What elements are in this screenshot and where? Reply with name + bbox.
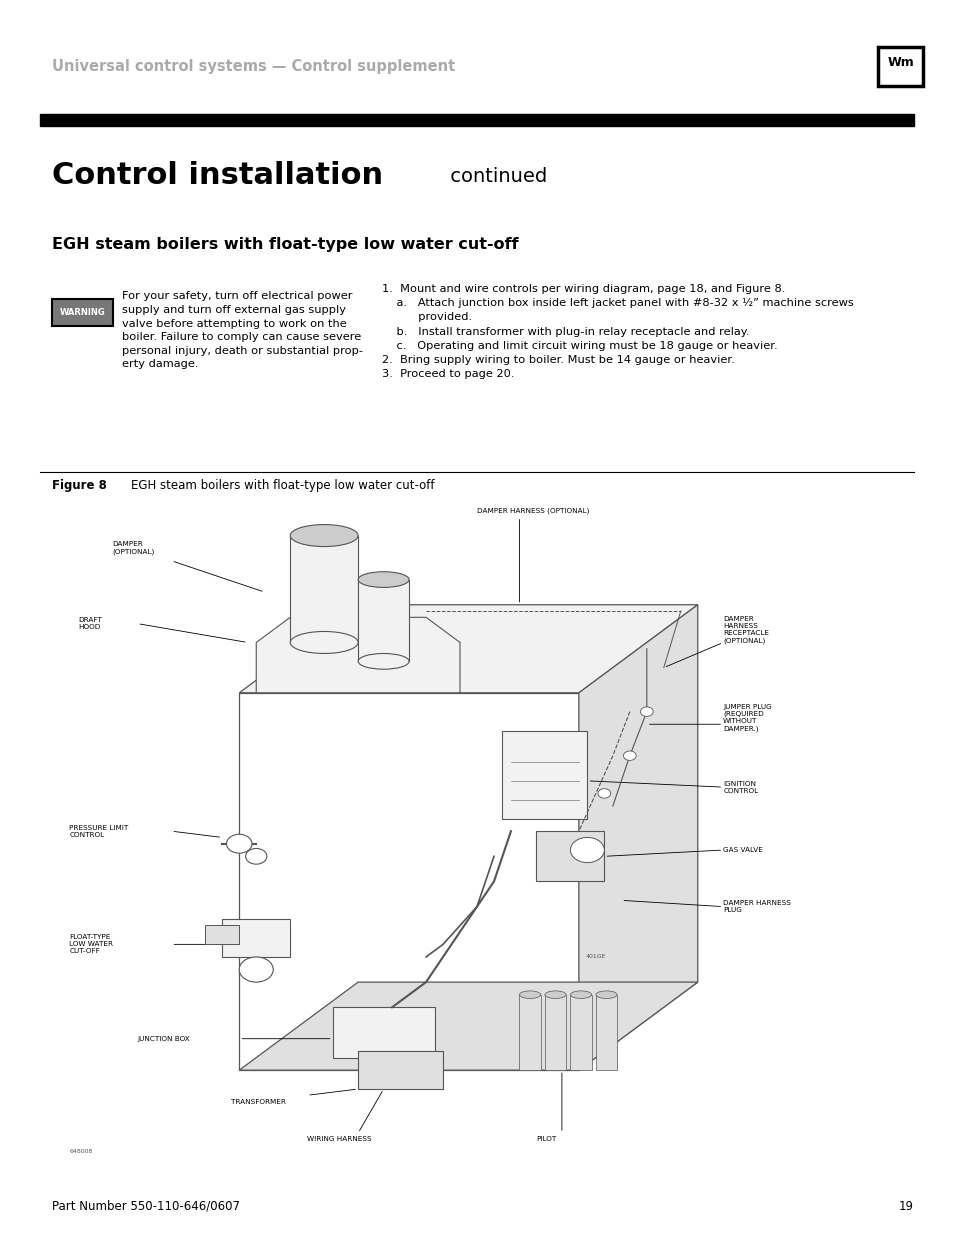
Text: EGH steam boilers with float-type low water cut-off: EGH steam boilers with float-type low wa… — [52, 237, 518, 252]
Text: c.   Operating and limit circuit wiring must be 18 gauge or heavier.: c. Operating and limit circuit wiring mu… — [381, 341, 777, 351]
Ellipse shape — [544, 990, 565, 998]
Ellipse shape — [596, 990, 617, 998]
Text: PILOT: PILOT — [536, 1136, 557, 1142]
Bar — [357, 1051, 442, 1089]
Text: EGH steam boilers with float-type low water cut-off: EGH steam boilers with float-type low wa… — [131, 479, 434, 493]
Text: Figure 8: Figure 8 — [52, 479, 108, 493]
Text: FLOAT-TYPE
LOW WATER
CUT-OFF: FLOAT-TYPE LOW WATER CUT-OFF — [70, 935, 113, 955]
Text: Wm: Wm — [886, 57, 913, 69]
Bar — [518, 994, 540, 1071]
Ellipse shape — [357, 572, 409, 588]
Text: 648008: 648008 — [70, 1150, 92, 1155]
Text: WIRING HARNESS: WIRING HARNESS — [307, 1136, 372, 1142]
Text: Control installation: Control installation — [52, 161, 383, 189]
Bar — [40, 114, 913, 126]
Text: PRESSURE LIMIT
CONTROL: PRESSURE LIMIT CONTROL — [70, 825, 129, 837]
Ellipse shape — [518, 990, 540, 998]
Text: DAMPER HARNESS (OPTIONAL): DAMPER HARNESS (OPTIONAL) — [476, 508, 589, 514]
Text: 1.  Mount and wire controls per wiring diagram, page 18, and Figure 8.: 1. Mount and wire controls per wiring di… — [381, 284, 784, 294]
Bar — [570, 994, 591, 1071]
Bar — [222, 919, 290, 957]
Polygon shape — [239, 693, 578, 1071]
Polygon shape — [239, 982, 697, 1071]
Text: a.   Attach junction box inside left jacket panel with #8-32 x ½” machine screws: a. Attach junction box inside left jacke… — [381, 298, 852, 309]
Ellipse shape — [290, 631, 357, 653]
Ellipse shape — [623, 751, 636, 761]
Text: continued: continued — [443, 167, 546, 185]
Bar — [536, 831, 604, 882]
Bar — [877, 47, 923, 86]
Text: JUNCTION BOX: JUNCTION BOX — [137, 1036, 190, 1041]
Ellipse shape — [290, 525, 357, 547]
Ellipse shape — [570, 990, 591, 998]
Text: DAMPER
HARNESS
RECEPTACLE
(OPTIONAL): DAMPER HARNESS RECEPTACLE (OPTIONAL) — [722, 616, 768, 643]
Polygon shape — [256, 618, 459, 693]
Bar — [596, 994, 617, 1071]
Text: TRANSFORMER: TRANSFORMER — [231, 1099, 285, 1104]
Text: Part Number 550-110-646/0607: Part Number 550-110-646/0607 — [52, 1199, 240, 1213]
Polygon shape — [578, 605, 697, 1071]
Ellipse shape — [239, 957, 273, 982]
Text: DRAFT
HOOD: DRAFT HOOD — [78, 618, 102, 630]
Text: 401GE: 401GE — [585, 955, 605, 960]
Text: JUMPER PLUG
(REQUIRED
WITHOUT
DAMPER.): JUMPER PLUG (REQUIRED WITHOUT DAMPER.) — [722, 704, 771, 732]
Bar — [544, 994, 565, 1071]
Ellipse shape — [357, 653, 409, 669]
Polygon shape — [239, 605, 697, 693]
Polygon shape — [290, 536, 357, 642]
Text: Universal control systems — Control supplement: Universal control systems — Control supp… — [52, 59, 456, 74]
Text: IGNITION
CONTROL: IGNITION CONTROL — [722, 781, 758, 794]
Text: For your safety, turn off electrical power
supply and turn off external gas supp: For your safety, turn off electrical pow… — [122, 291, 363, 369]
Text: 19: 19 — [898, 1199, 913, 1213]
Bar — [52, 299, 112, 326]
Text: WARNING: WARNING — [60, 308, 105, 317]
Text: 2.  Bring supply wiring to boiler. Must be 14 gauge or heavier.: 2. Bring supply wiring to boiler. Must b… — [381, 356, 734, 366]
Ellipse shape — [570, 837, 604, 862]
Text: 3.  Proceed to page 20.: 3. Proceed to page 20. — [381, 369, 514, 379]
Text: DAMPER HARNESS
PLUG: DAMPER HARNESS PLUG — [722, 900, 790, 913]
Text: b.   Install transformer with plug-in relay receptacle and relay.: b. Install transformer with plug-in rela… — [381, 326, 748, 337]
Bar — [205, 925, 239, 945]
Ellipse shape — [226, 835, 252, 853]
Text: provided.: provided. — [381, 312, 471, 322]
Ellipse shape — [639, 706, 653, 716]
Polygon shape — [357, 579, 409, 662]
Bar — [502, 731, 587, 819]
Ellipse shape — [245, 848, 267, 864]
Text: GAS VALVE: GAS VALVE — [722, 847, 762, 853]
Bar — [333, 1008, 434, 1057]
Ellipse shape — [598, 789, 610, 798]
Text: DAMPER
(OPTIONAL): DAMPER (OPTIONAL) — [112, 541, 154, 555]
